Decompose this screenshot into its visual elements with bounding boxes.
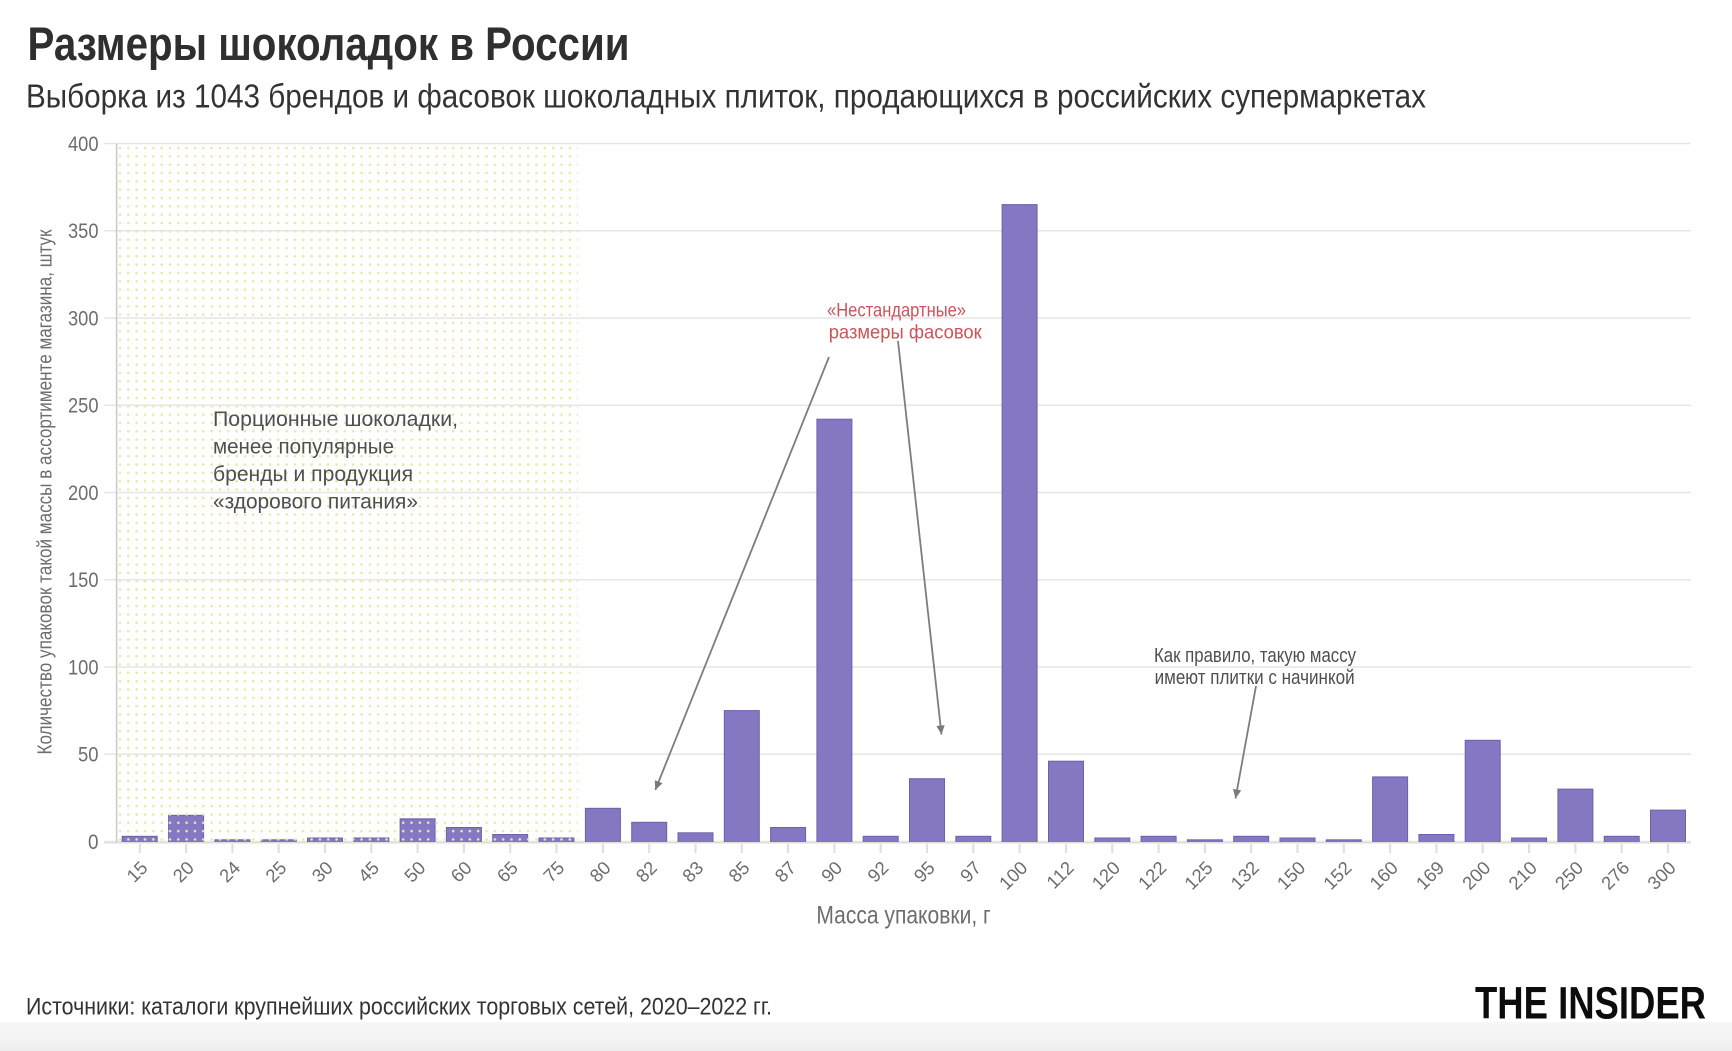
svg-text:имеют плитки с начинкой: имеют плитки с начинкой: [1155, 666, 1355, 689]
svg-text:менее популярные: менее популярные: [213, 435, 394, 459]
svg-text:150: 150: [68, 569, 99, 592]
svg-text:350: 350: [68, 220, 99, 243]
svg-text:0: 0: [88, 831, 99, 854]
svg-text:Масса упаковки, г: Масса упаковки, г: [816, 901, 990, 929]
svg-text:THE INSIDER: THE INSIDER: [1475, 977, 1706, 1028]
svg-text:400: 400: [68, 133, 99, 156]
svg-text:бренды и продукция: бренды и продукция: [213, 462, 413, 486]
svg-text:Выборка из 1043 брендов и фасо: Выборка из 1043 брендов и фасовок шокола…: [26, 77, 1426, 114]
svg-text:50: 50: [78, 744, 99, 767]
svg-text:300: 300: [68, 307, 99, 330]
svg-text:Как правило, такую массу: Как правило, такую массу: [1154, 644, 1357, 667]
svg-text:Порционные шоколадки,: Порционные шоколадки,: [213, 407, 458, 431]
svg-text:Размеры шоколадок в России: Размеры шоколадок в России: [28, 17, 630, 70]
svg-text:200: 200: [68, 482, 99, 505]
svg-text:размеры фасовок: размеры фасовок: [829, 322, 982, 344]
svg-text:Количество упаковок такой масс: Количество упаковок такой массы в ассорт…: [34, 229, 57, 755]
svg-text:Источники: каталоги крупнейших: Источники: каталоги крупнейших российски…: [26, 994, 772, 1021]
svg-text:«здорового питания»: «здорового питания»: [213, 490, 418, 514]
svg-text:100: 100: [68, 656, 99, 679]
svg-text:«Нестандартные»: «Нестандартные»: [827, 300, 966, 322]
svg-text:250: 250: [68, 395, 99, 418]
